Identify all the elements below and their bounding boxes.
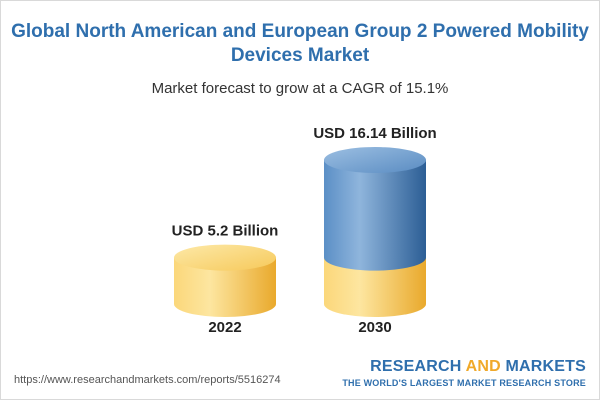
bar-2022-top xyxy=(174,244,276,271)
data-label-2030: USD 16.14 Billion xyxy=(313,125,436,142)
chart-title-line-2: Devices Market xyxy=(230,45,370,66)
category-label-2030: 2030 xyxy=(358,319,391,336)
bar-2030-top xyxy=(324,147,426,173)
brand-tagline: THE WORLD'S LARGEST MARKET RESEARCH STOR… xyxy=(342,378,586,388)
chart-title-line-1: Global North American and European Group… xyxy=(11,21,589,42)
chart-subtitle: Market forecast to grow at a CAGR of 15.… xyxy=(151,80,449,97)
bar-2030-growth-body xyxy=(324,160,426,271)
chart-title: Global North American and European Group… xyxy=(0,20,600,68)
source-url[interactable]: https://www.researchandmarkets.com/repor… xyxy=(14,374,281,386)
bar-2022-base-body xyxy=(174,257,276,317)
brand-name-part-3: MARKETS xyxy=(500,358,586,375)
data-label-2022: USD 5.2 Billion xyxy=(172,223,279,240)
brand-name-part-1: RESEARCH xyxy=(370,358,466,375)
brand-logo: RESEARCH AND MARKETS THE WORLD'S LARGEST… xyxy=(342,358,586,388)
brand-name-part-2: AND xyxy=(465,358,501,375)
category-label-2022: 2022 xyxy=(208,319,241,336)
brand-name: RESEARCH AND MARKETS xyxy=(342,358,586,376)
bar-2030-base-body xyxy=(324,257,426,317)
